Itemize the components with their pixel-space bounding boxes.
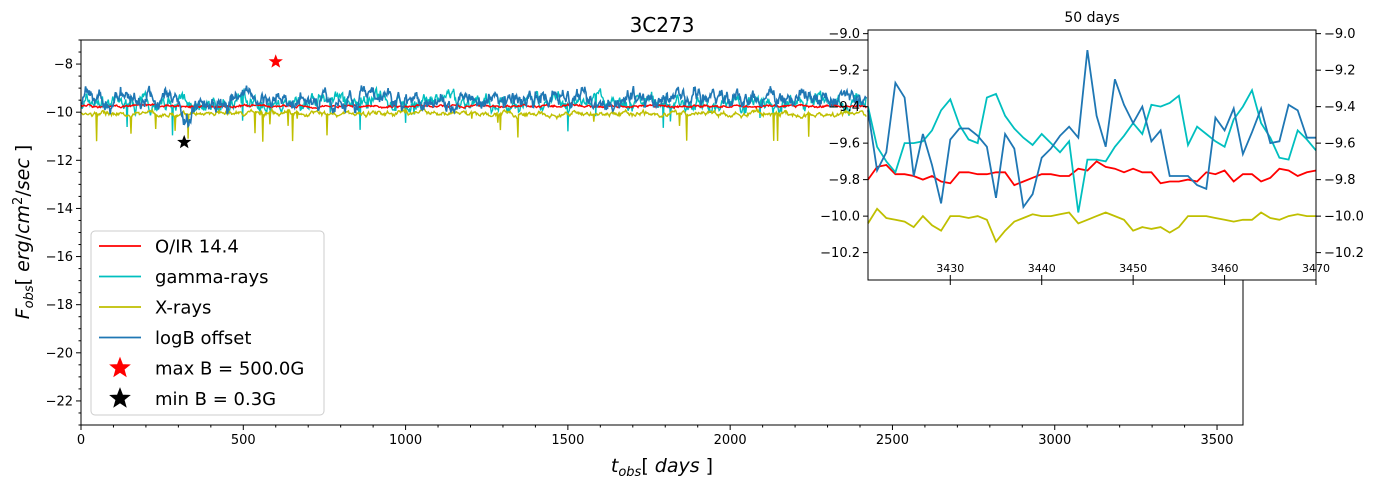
series-line-3 <box>80 85 868 129</box>
inset-y-tick-label-left: −9.4 <box>828 100 860 115</box>
y-tick-label: −22 <box>46 394 73 409</box>
x-tick-label: 2500 <box>876 433 909 448</box>
inset-x-tick-label: 3460 <box>1211 262 1239 275</box>
min-b-marker <box>177 134 192 149</box>
chart-title: 3C273 <box>630 13 695 37</box>
legend-label-4: max B = 500.0G <box>155 359 304 380</box>
inset-y-tick-label-right: −9.8 <box>1324 173 1356 188</box>
inset-x-tick-label: 3430 <box>936 262 964 275</box>
inset-y-tick-label-left: −9.2 <box>828 64 860 79</box>
inset-axes-border <box>867 29 1317 281</box>
inset-axes-frame <box>868 30 1316 280</box>
legend-box <box>90 230 325 416</box>
y-tick-label: −12 <box>46 154 73 169</box>
x-tick-label: 0 <box>77 433 85 448</box>
y-tick-label: −20 <box>46 346 73 361</box>
inset-x-tick-label: 3450 <box>1119 262 1147 275</box>
y-tick-label: −10 <box>46 106 73 121</box>
x-tick-label: 1500 <box>551 433 584 448</box>
y-tick-label: −8 <box>54 58 73 73</box>
inset-y-tick-label-left: −10.0 <box>820 210 860 225</box>
x-tick-label: 2000 <box>714 433 747 448</box>
inset-y-tick-label-left: −9.6 <box>828 137 860 152</box>
legend-label-1: gamma-rays <box>155 267 269 288</box>
inset-y-tick-label-right: −9.0 <box>1324 27 1356 42</box>
inset-y-tick-label-left: −9.8 <box>828 173 860 188</box>
x-axis-label: tobs[ days ] <box>611 455 713 480</box>
y-tick-label: −14 <box>46 202 73 217</box>
inset-title: 50 days <box>1064 10 1119 26</box>
x-tick-label: 3500 <box>1200 433 1233 448</box>
max-b-marker <box>268 54 283 68</box>
inset-y-tick-label-right: −10.2 <box>1324 246 1364 261</box>
inset-y-tick-label-right: −9.6 <box>1324 137 1356 152</box>
series-line-2 <box>80 107 867 142</box>
series-line-0 <box>80 101 868 110</box>
legend-label-5: min B = 0.3G <box>155 389 276 410</box>
x-tick-label: 500 <box>231 433 256 448</box>
main-series <box>80 54 868 149</box>
legend-label-3: logB offset <box>155 328 251 349</box>
inset-y-tick-label-right: −9.2 <box>1324 64 1356 79</box>
main-ticks: 0 500 1000 1500 2000 2500 3000 3500 −22 −20 −18 −16… <box>46 39 1234 448</box>
y-axis-label: Fobs[ erg/cm2/sec ] <box>11 145 37 320</box>
inset-ticks: 3430 3440 3450 3460 3470−10.2 −10.2−10.0 −10.0… <box>820 27 1364 285</box>
legend-marker-4 <box>109 356 131 378</box>
legend: O/IR 14.4 gamma-rays X-rays logB offset max … <box>90 230 325 416</box>
inset-y-tick-label-left: −10.2 <box>820 246 860 261</box>
y-tick-label: −18 <box>46 298 73 313</box>
inset-series-line-3 <box>867 49 1316 210</box>
x-tick-label: 3000 <box>1038 433 1071 448</box>
inset-y-tick-label-right: −10.0 <box>1324 210 1364 225</box>
inset-series-line-1 <box>867 87 1317 213</box>
inset-x-tick-label: 3440 <box>1028 262 1056 275</box>
legend-label-2: X-rays <box>155 298 211 319</box>
legend-label-0: O/IR 14.4 <box>155 237 239 258</box>
inset-series-line-0 <box>867 160 1317 187</box>
y-tick-label: −16 <box>46 250 73 265</box>
inset-plot: 3430 3440 3450 3460 3470−10.2 −10.2−10.0 −10.0… <box>820 10 1364 285</box>
inset-y-tick-label-right: −9.4 <box>1324 100 1356 115</box>
inset-series-line-2 <box>867 207 1316 244</box>
x-tick-label: 1000 <box>389 433 422 448</box>
legend-marker-5 <box>109 387 131 408</box>
inset-series <box>867 49 1317 244</box>
inset-y-tick-label-left: −9.0 <box>828 27 860 42</box>
